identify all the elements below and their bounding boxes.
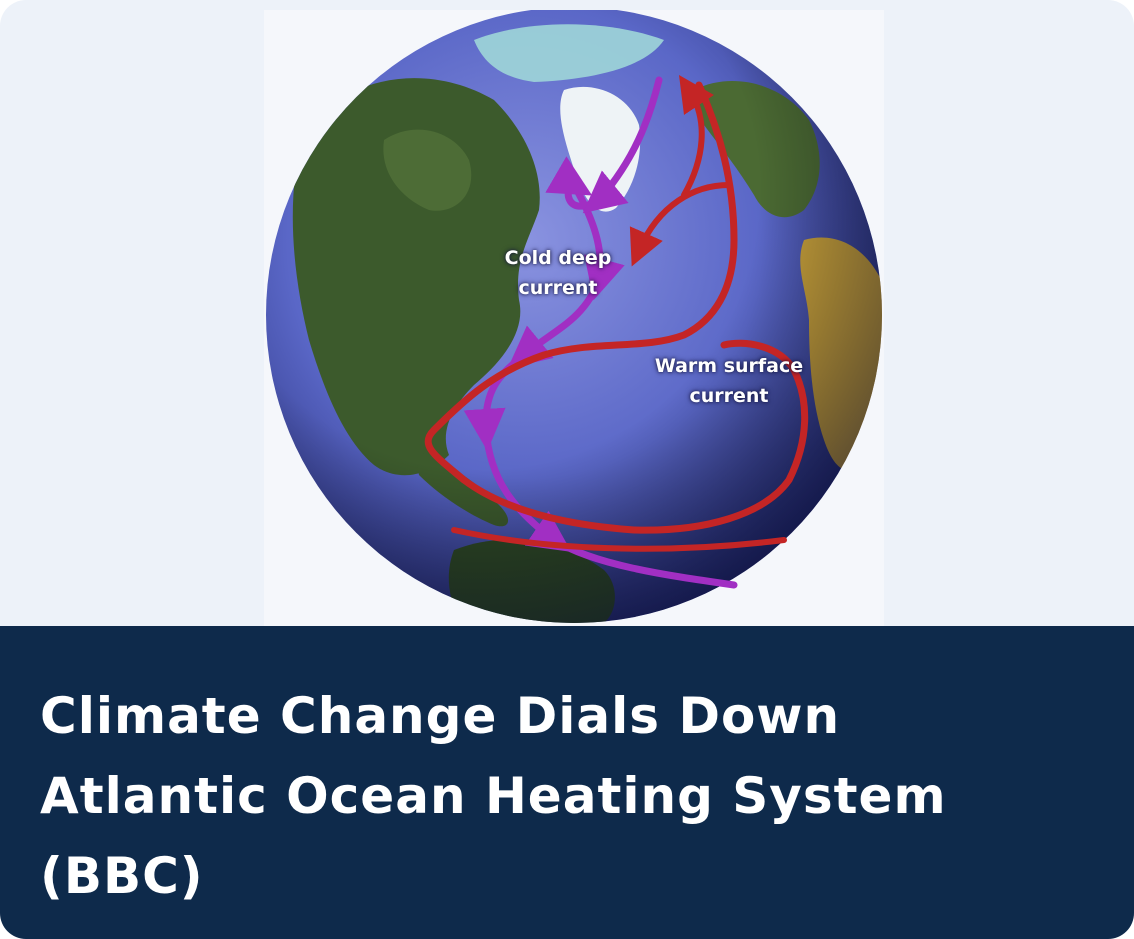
- cold-current-label-line1: Cold deep: [504, 247, 612, 269]
- warm-current-label-line2: current: [689, 385, 769, 407]
- article-title-line: (BBC): [40, 847, 204, 905]
- atlantic-currents-map: [266, 10, 882, 623]
- caption-bar[interactable]: Climate Change Dials Down Atlantic Ocean…: [0, 626, 1134, 939]
- cold-current-path: [463, 76, 738, 589]
- article-title[interactable]: Climate Change Dials Down Atlantic Ocean…: [40, 676, 1100, 916]
- warm-current-label-line1: Warm surface: [654, 355, 804, 377]
- article-title-line: Climate Change Dials Down: [40, 687, 841, 745]
- warm-current-equatorial: [451, 527, 787, 552]
- cold-current-label-line2: current: [518, 277, 598, 299]
- warm-current-branch-west: [629, 182, 732, 267]
- warm-current-label: Warm surface current: [644, 351, 814, 411]
- article-title-line: Atlantic Ocean Heating System: [40, 767, 947, 825]
- warm-current-loop: [424, 81, 809, 534]
- cold-current-label: Cold deep current: [498, 243, 618, 303]
- warm-current-branch-north: [679, 75, 714, 198]
- globe-image: Cold deep current Warm surface current: [264, 10, 884, 626]
